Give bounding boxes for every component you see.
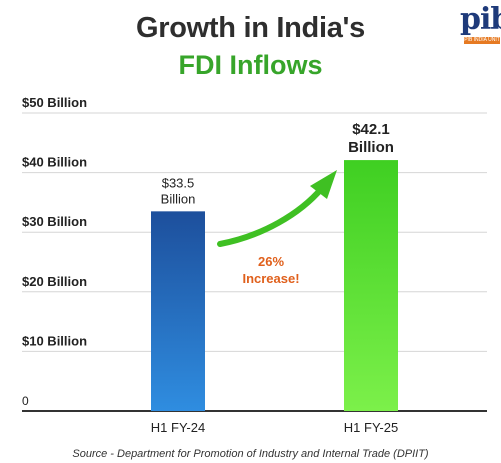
pib-logo-subtext: PIB INDIA UNIT bbox=[464, 37, 500, 44]
annotation-label: 26% Increase! bbox=[242, 254, 299, 286]
y-tick-label: $10 Billion bbox=[22, 333, 87, 348]
pib-logo-text: pib bbox=[460, 2, 501, 37]
x-tick-label: H1 FY-25 bbox=[344, 420, 398, 435]
y-tick-label: $20 Billion bbox=[22, 274, 87, 289]
y-tick-label: $30 Billion bbox=[22, 214, 87, 229]
chart-title-line1: Growth in India's bbox=[136, 12, 365, 44]
x-tick-label: H1 FY-24 bbox=[151, 420, 205, 435]
data-label: $33.5 Billion bbox=[161, 175, 196, 206]
bar-h1-fy-24 bbox=[151, 211, 205, 411]
source-note: Source - Department for Promotion of Ind… bbox=[72, 448, 429, 460]
y-tick-label: $40 Billion bbox=[22, 155, 87, 170]
pib-logo: pib PIB INDIA UNIT bbox=[452, 2, 501, 48]
bar-h1-fy-25 bbox=[344, 160, 398, 411]
growth-arrow bbox=[217, 185, 325, 247]
growth-arrow-head bbox=[310, 170, 337, 199]
y-tick-label: 0 bbox=[22, 394, 29, 408]
y-tick-label: $50 Billion bbox=[22, 95, 87, 110]
chart-title-line2: FDI Inflows bbox=[178, 50, 323, 80]
data-label: $42.1 Billion bbox=[348, 121, 394, 156]
